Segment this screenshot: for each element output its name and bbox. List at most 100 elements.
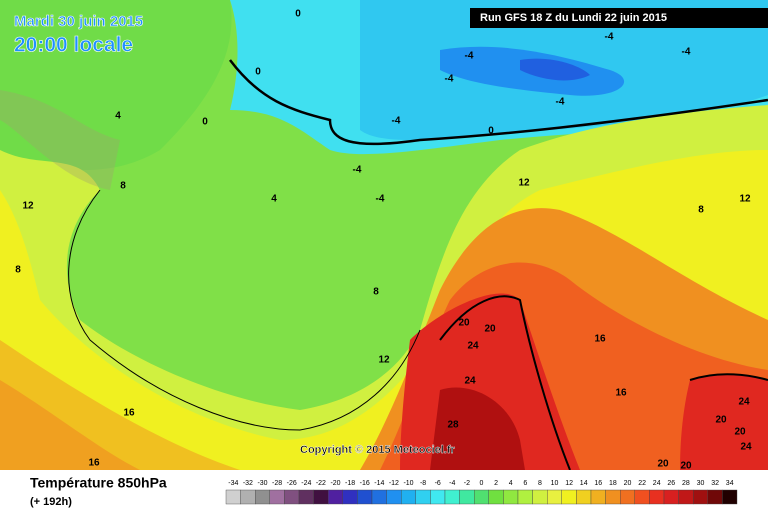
scale-tick-label: -26 (287, 480, 297, 487)
scale-swatch (386, 489, 402, 505)
scale-swatch (313, 489, 329, 505)
contour-label: 4 (271, 194, 277, 205)
contour-label: 8 (120, 181, 126, 192)
scale-swatch (474, 489, 490, 505)
scale-swatch (547, 489, 563, 505)
scale-swatch (401, 489, 417, 505)
scale-swatch (342, 489, 358, 505)
contour-label: 20 (715, 415, 727, 426)
scale-swatch (722, 489, 738, 505)
scale-tick-label: 26 (667, 480, 675, 487)
scale-swatch (590, 489, 606, 505)
scale-swatch (430, 489, 446, 505)
legend-lead: (+ 192h) (30, 496, 72, 508)
contour-label: 20 (458, 318, 470, 329)
scale-swatch (254, 489, 270, 505)
color-scale: -34 -32 -30 -28 -26 -24 -22 -20 -18 -16 -14 -12 -10-… (225, 480, 738, 505)
scale-tick-label: -32 (243, 480, 253, 487)
scale-swatch (649, 489, 665, 505)
contour-label: 24 (738, 397, 750, 408)
scale-swatch (678, 489, 694, 505)
contour-label: 8 (373, 287, 379, 298)
contour-label: 8 (698, 205, 704, 216)
scale-tick-label: -12 (389, 480, 399, 487)
scale-swatch (488, 489, 504, 505)
contour-label: 0 (202, 117, 208, 128)
scale-tick-label: 14 (580, 480, 588, 487)
scale-swatch (415, 489, 431, 505)
scale-tick-label: 32 (711, 480, 719, 487)
legend-title: Température 850hPa (30, 475, 167, 491)
scale-tick-label: 8 (538, 480, 542, 487)
scale-swatch (634, 489, 650, 505)
time-label: 20:00 locale (14, 34, 133, 57)
scale-swatch (620, 489, 636, 505)
contour-label: 16 (615, 388, 627, 399)
contour-label: 4 (115, 111, 121, 122)
scale-swatch (240, 489, 256, 505)
contour-label: 28 (447, 420, 459, 431)
scale-swatch (298, 489, 314, 505)
scale-tick-label: -2 (464, 480, 470, 487)
scale-tick-label: -14 (374, 480, 384, 487)
map-background (0, 0, 768, 471)
scale-tick-label: 22 (638, 480, 646, 487)
scale-tick-label: 28 (682, 480, 690, 487)
contour-label: -4 (445, 74, 454, 85)
scale-swatch (444, 489, 460, 505)
run-label: Run GFS 18 Z du Lundi 22 juin 2015 (480, 12, 667, 24)
scale-tick-label: -4 (449, 480, 455, 487)
scale-tick-label: 10 (551, 480, 559, 487)
contour-labels: 0 0 0 4 8 12 8 -4 -4 -4 -4 -4 -4 0 -4 -4 4 8 12 8 12 12 16 16 20… (15, 9, 752, 472)
scale-tick-label: 4 (509, 480, 513, 487)
contour-label: 16 (123, 408, 135, 419)
scale-tick-label: 6 (523, 480, 527, 487)
contour-label: 20 (484, 324, 496, 335)
scale-swatch (284, 489, 300, 505)
scale-tick-label: -16 (360, 480, 370, 487)
scale-tick-label: 2 (494, 480, 498, 487)
contour-label: 16 (88, 458, 100, 469)
contour-label: -4 (376, 194, 385, 205)
scale-tick-label: 0 (480, 480, 484, 487)
scale-swatch (693, 489, 709, 505)
contour-label: 20 (680, 461, 692, 472)
contour-label: 12 (378, 355, 390, 366)
scale-tick-label: -10 (403, 480, 413, 487)
contour-label: 12 (518, 178, 530, 189)
contour-label: -4 (556, 97, 565, 108)
scale-swatch (503, 489, 519, 505)
contour-label: 0 (255, 67, 261, 78)
scale-swatch (225, 489, 241, 505)
scale-tick-label: 20 (624, 480, 632, 487)
scale-tick-label: -24 (301, 480, 311, 487)
contours (68, 59, 768, 471)
contour-label: 24 (467, 341, 479, 352)
contour-label: 24 (464, 376, 476, 387)
scale-swatch (459, 489, 475, 505)
scale-tick-label: -28 (272, 480, 282, 487)
scale-swatch (605, 489, 621, 505)
contour-label: -4 (605, 32, 614, 43)
contour-label: -4 (392, 116, 401, 127)
scale-swatch (517, 489, 533, 505)
scale-tick-label: 34 (726, 480, 734, 487)
contour-label: 20 (657, 459, 669, 470)
scale-swatch (371, 489, 387, 505)
scale-tick-label: 30 (697, 480, 705, 487)
scale-tick-label: 16 (594, 480, 602, 487)
scale-tick-label: -30 (257, 480, 267, 487)
scale-swatch (269, 489, 285, 505)
run-box (470, 8, 768, 28)
scale-swatch (707, 489, 723, 505)
scale-tick-label: -18 (345, 480, 355, 487)
contour-label: 12 (739, 194, 751, 205)
contour-label: 24 (740, 442, 752, 453)
scale-swatch (532, 489, 548, 505)
contour-label: 16 (594, 334, 606, 345)
contour-label: 0 (488, 126, 494, 137)
contour-label: 0 (295, 9, 301, 20)
scale-swatch (328, 489, 344, 505)
scale-swatch (576, 489, 592, 505)
